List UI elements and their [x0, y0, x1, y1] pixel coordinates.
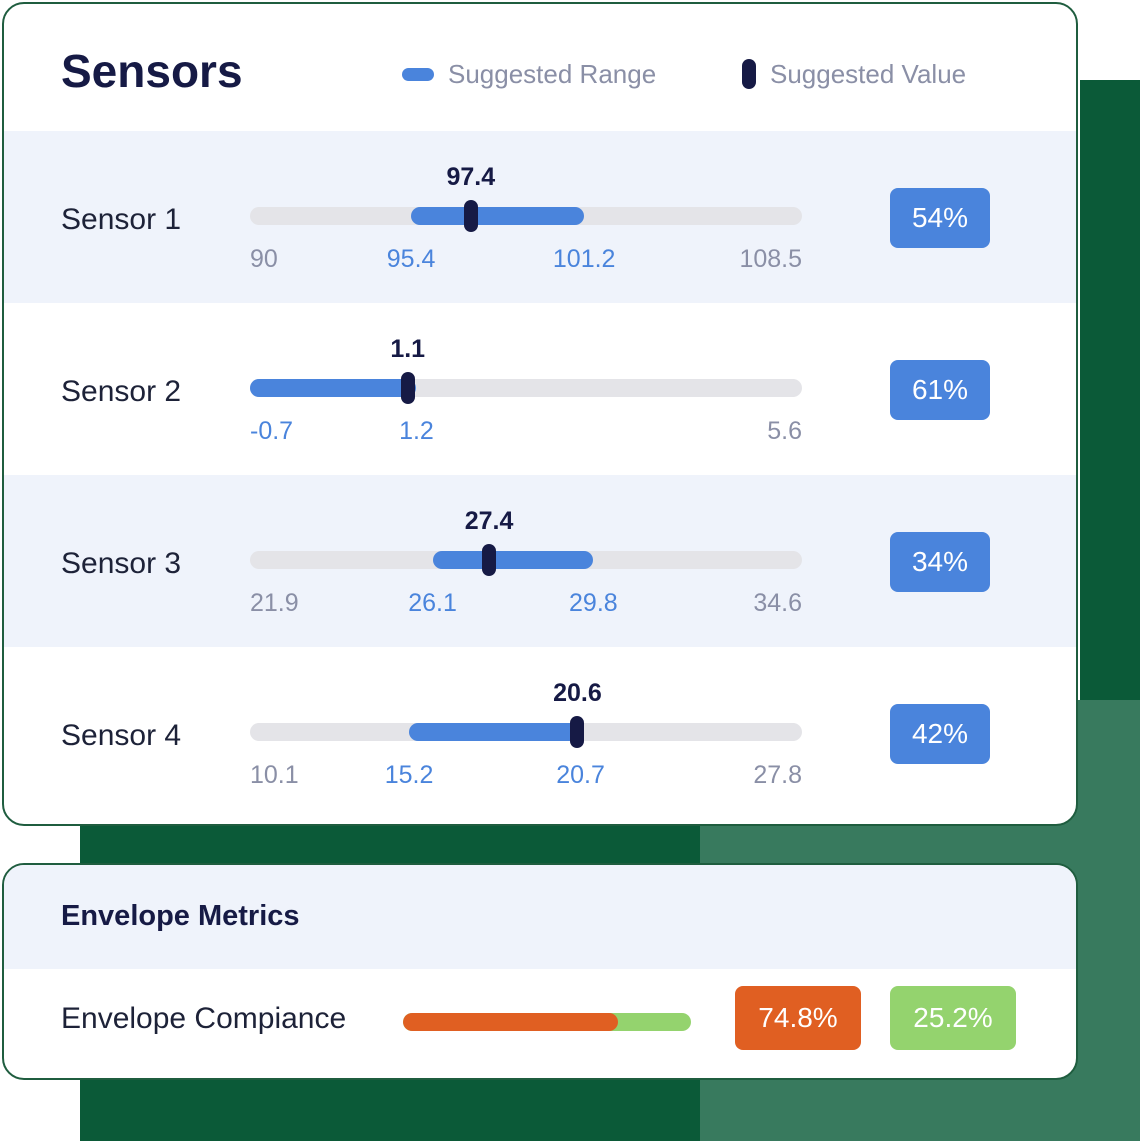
metrics-header: Envelope Metrics — [4, 865, 1076, 969]
suggested-value-marker — [463, 200, 478, 232]
sensor-track — [250, 544, 802, 576]
sensor-label: Sensor 2 — [61, 375, 182, 408]
metrics-title: Envelope Metrics — [61, 900, 300, 932]
suggested-low-label: 95.4 — [386, 245, 436, 273]
suggested-value-marker — [570, 716, 585, 748]
sensor-row: Sensor 1 97.4 90 95.4 101.2 108.5 54% — [4, 131, 1076, 303]
suggested-value-label: 20.6 — [553, 679, 602, 707]
suggested-value-label: 97.4 — [446, 163, 496, 191]
compliance-out-badge: 25.2% — [890, 986, 1016, 1050]
sensors-card: Sensors Suggested Range Suggested Value … — [2, 2, 1078, 826]
sensor-track — [250, 716, 802, 748]
sensors-title: Sensors — [61, 45, 243, 97]
suggested-high-label: 20.7 — [556, 761, 605, 789]
range-max-label: 5.6 — [767, 417, 802, 445]
suggested-low-label: -0.7 — [250, 417, 294, 445]
sensor-label: Sensor 4 — [61, 719, 182, 752]
compliance-in-badge: 74.8% — [735, 986, 861, 1050]
sensor-percent-badge: 61% — [890, 360, 990, 420]
envelope-metrics-card: Envelope Metrics Envelope Compiance 74.8… — [2, 863, 1078, 1080]
range-min-label: 10.1 — [250, 761, 299, 789]
sensor-track — [250, 200, 802, 232]
range-min-label: 21.9 — [250, 589, 299, 617]
range-swatch-icon — [402, 67, 434, 81]
legend-range-label: Suggested Range — [448, 58, 657, 89]
sensor-label: Sensor 3 — [61, 547, 182, 580]
suggested-range-fill — [411, 207, 585, 225]
sensor-percent-badge: 34% — [890, 532, 990, 592]
value-swatch-icon — [742, 59, 756, 89]
range-max-label: 108.5 — [739, 245, 802, 273]
sensors-header: Sensors Suggested Range Suggested Value — [4, 4, 1076, 131]
suggested-high-label: 1.2 — [399, 417, 434, 445]
range-min-label: 90 — [250, 245, 278, 273]
legend-suggested-value: Suggested Value — [742, 56, 966, 92]
compliance-bar-fill — [403, 1013, 619, 1031]
suggested-range-fill — [409, 723, 581, 741]
sensor-row: Sensor 4 20.6 10.1 15.2 20.7 27.8 42% — [4, 647, 1076, 819]
suggested-range-fill — [432, 551, 594, 569]
suggested-high-label: 101.2 — [552, 245, 616, 273]
sensor-row: Sensor 3 27.4 21.9 26.1 29.8 34.6 34% — [4, 475, 1076, 647]
sensor-row: Sensor 2 1.1 -0.7 1.2 5.6 61% — [4, 303, 1076, 475]
suggested-value-marker — [482, 544, 497, 576]
suggested-high-label: 29.8 — [569, 589, 618, 617]
sensor-percent-badge: 42% — [890, 704, 990, 764]
suggested-value-label: 27.4 — [464, 507, 514, 535]
suggested-range-fill — [250, 379, 417, 397]
sensor-label: Sensor 1 — [61, 203, 182, 236]
legend-suggested-range: Suggested Range — [402, 56, 656, 92]
sensor-track — [250, 372, 802, 404]
range-max-label: 27.8 — [753, 761, 802, 789]
compliance-bar — [403, 1013, 691, 1031]
suggested-value-marker — [400, 372, 415, 404]
background-block — [1080, 80, 1140, 700]
suggested-low-label: 26.1 — [408, 589, 457, 617]
range-max-label: 34.6 — [753, 589, 802, 617]
suggested-low-label: 15.2 — [384, 761, 434, 789]
compliance-label: Envelope Compiance — [61, 1002, 347, 1035]
suggested-value-label: 1.1 — [390, 335, 426, 363]
legend-value-label: Suggested Value — [770, 58, 967, 89]
sensor-percent-badge: 54% — [890, 188, 990, 248]
